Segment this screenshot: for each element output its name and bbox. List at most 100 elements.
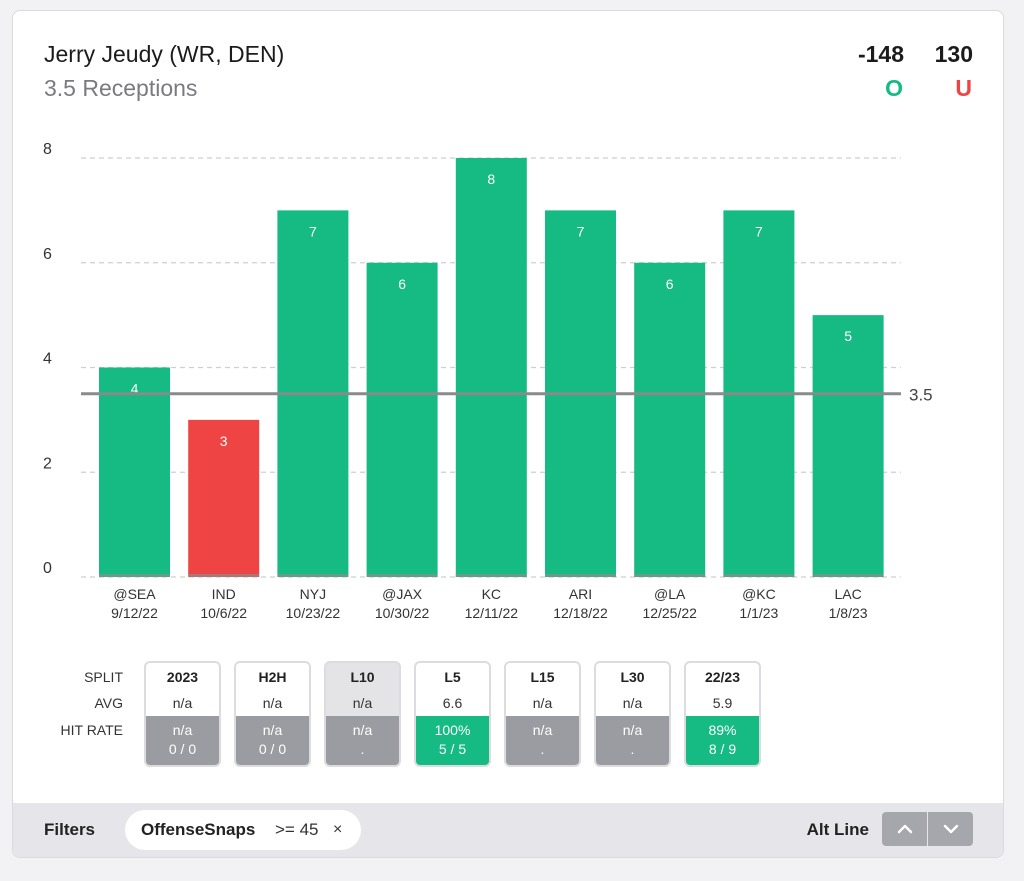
- bar-value-label: 7: [577, 223, 585, 239]
- bar-base: [634, 574, 706, 577]
- filters-label: Filters: [44, 820, 96, 839]
- bar: [812, 315, 884, 577]
- bar: [634, 262, 706, 577]
- hit-rate-record: .: [360, 741, 365, 757]
- close-icon[interactable]: ×: [333, 821, 343, 838]
- x-tick-opponent: NYJ: [300, 586, 326, 602]
- split-22-23[interactable]: 22/23 5.9 89% 8 / 9: [684, 661, 761, 767]
- bar-value-label: 3: [220, 433, 228, 449]
- bar-value-label: 7: [309, 223, 317, 239]
- y-tick-label: 8: [43, 141, 52, 158]
- x-tick-opponent: ARI: [569, 586, 592, 602]
- hit-rate-percent: 89%: [708, 722, 737, 738]
- split-label: H2H: [258, 669, 287, 685]
- split-hit-rate: n/a.: [506, 716, 579, 765]
- split-hit-rate: 100% 5 / 5: [416, 716, 489, 765]
- bar: [455, 158, 527, 577]
- bar: [188, 419, 260, 577]
- hit-rate-percent: n/a: [262, 722, 283, 738]
- y-tick-label: 2: [43, 455, 52, 472]
- bar: [366, 262, 438, 577]
- filters-bar: Filters OffenseSnaps >= 45 × Alt Line: [13, 803, 1003, 857]
- split-hit-rate: n/a.: [596, 716, 669, 765]
- split-hit-rate: n/a 0 / 0: [146, 716, 219, 765]
- bar-value-label: 5: [844, 328, 852, 344]
- filter-chip-offense-snaps[interactable]: OffenseSnaps >= 45 ×: [125, 810, 361, 850]
- y-tick-label: 0: [43, 560, 52, 577]
- x-tick-opponent: KC: [482, 586, 501, 602]
- x-tick-date: 12/25/22: [642, 605, 697, 621]
- bar: [99, 367, 170, 577]
- bar-value-label: 6: [666, 276, 674, 292]
- split-row-label: SPLIT: [84, 669, 123, 685]
- x-tick-date: 1/1/23: [739, 605, 778, 621]
- bar-value-label: 6: [398, 276, 406, 292]
- hit-rate-row-label: HIT RATE: [60, 722, 124, 738]
- split-label: 2023: [166, 669, 199, 685]
- hit-rate-record: 5 / 5: [438, 741, 467, 757]
- bar-base: [99, 574, 170, 577]
- filter-chip-condition: >= 45: [275, 820, 319, 839]
- bar-base: [545, 574, 616, 577]
- x-tick-opponent: @KC: [742, 586, 776, 602]
- x-tick-date: 10/30/22: [375, 605, 430, 621]
- over-odds[interactable]: -148: [857, 41, 904, 67]
- chevron-down-icon: [943, 824, 958, 834]
- hit-rate-percent: n/a: [532, 722, 553, 738]
- bar-base: [366, 574, 438, 577]
- bar-value-label: 4: [131, 381, 139, 397]
- x-tick-date: 12/11/22: [465, 605, 519, 621]
- split-label: L5: [444, 669, 461, 685]
- split-avg: 6.6: [442, 695, 463, 711]
- split-l30[interactable]: L30 n/a n/a.: [594, 661, 671, 767]
- split-l5[interactable]: L5 6.6 100% 5 / 5: [414, 661, 491, 767]
- hit-rate-percent: n/a: [622, 722, 643, 738]
- prop-card: Jerry Jeudy (WR, DEN) 3.5 Receptions -14…: [12, 10, 1004, 858]
- game-log-bar-chart: 0 2 4 6 8 4 @SEA 9/12/22 3 IND 10/6/22 7 NYJ 10/23/22…: [43, 141, 933, 621]
- split-hit-rate: n/a.: [326, 716, 399, 765]
- split-h2h[interactable]: H2H n/a n/a 0 / 0: [234, 661, 311, 767]
- under-odds[interactable]: 130: [934, 41, 973, 67]
- hit-rate-percent: n/a: [172, 722, 193, 738]
- hit-rate-record: .: [540, 741, 545, 757]
- x-tick-opponent: @JAX: [382, 586, 423, 602]
- hit-rate-record: .: [630, 741, 635, 757]
- x-tick-date: 10/23/22: [286, 605, 341, 621]
- split-l15[interactable]: L15 n/a n/a.: [504, 661, 581, 767]
- alt-line-down-button[interactable]: [927, 812, 973, 846]
- split-avg: n/a: [262, 695, 283, 711]
- y-tick-label: 4: [43, 351, 52, 368]
- split-avg: n/a: [622, 695, 643, 711]
- bar-base: [277, 574, 349, 577]
- under-label: U: [955, 75, 972, 101]
- x-tick-date: 12/18/22: [553, 605, 608, 621]
- avg-row-label: AVG: [94, 695, 123, 711]
- x-tick-opponent: @SEA: [113, 586, 156, 602]
- bar-base: [723, 574, 795, 577]
- alt-line-label: Alt Line: [806, 820, 869, 839]
- player-name: Jerry Jeudy (WR, DEN): [44, 41, 285, 67]
- x-tick-date: 1/8/23: [829, 605, 868, 621]
- bar-value-label: 7: [755, 223, 763, 239]
- split-label: 22/23: [704, 669, 741, 685]
- split-hit-rate: n/a 0 / 0: [236, 716, 309, 765]
- hit-rate-percent: n/a: [352, 722, 373, 738]
- alt-line-up-button[interactable]: [882, 812, 927, 846]
- split-hit-rate: 89% 8 / 9: [686, 716, 759, 765]
- prop-market: 3.5 Receptions: [44, 75, 198, 101]
- x-tick-date: 10/6/22: [200, 605, 247, 621]
- bar-value-label: 8: [487, 171, 495, 187]
- bar-base: [812, 574, 884, 577]
- split-avg: 5.9: [712, 695, 733, 711]
- prop-line-label: 3.5: [909, 386, 933, 405]
- split-label: L30: [620, 669, 645, 685]
- hit-rate-record: 8 / 9: [708, 741, 737, 757]
- split-l10[interactable]: L10 n/a n/a.: [324, 661, 401, 767]
- hit-rate-percent: 100%: [434, 722, 471, 738]
- split-2023[interactable]: 2023 n/a n/a 0 / 0: [144, 661, 221, 767]
- split-label: L10: [350, 669, 375, 685]
- x-tick-opponent: IND: [212, 586, 236, 602]
- x-tick-opponent: LAC: [834, 586, 861, 602]
- bar-base: [188, 574, 260, 577]
- splits-table: SPLIT AVG HIT RATE 2023 n/a n/a 0 / 0 H2H n/a…: [13, 661, 1003, 771]
